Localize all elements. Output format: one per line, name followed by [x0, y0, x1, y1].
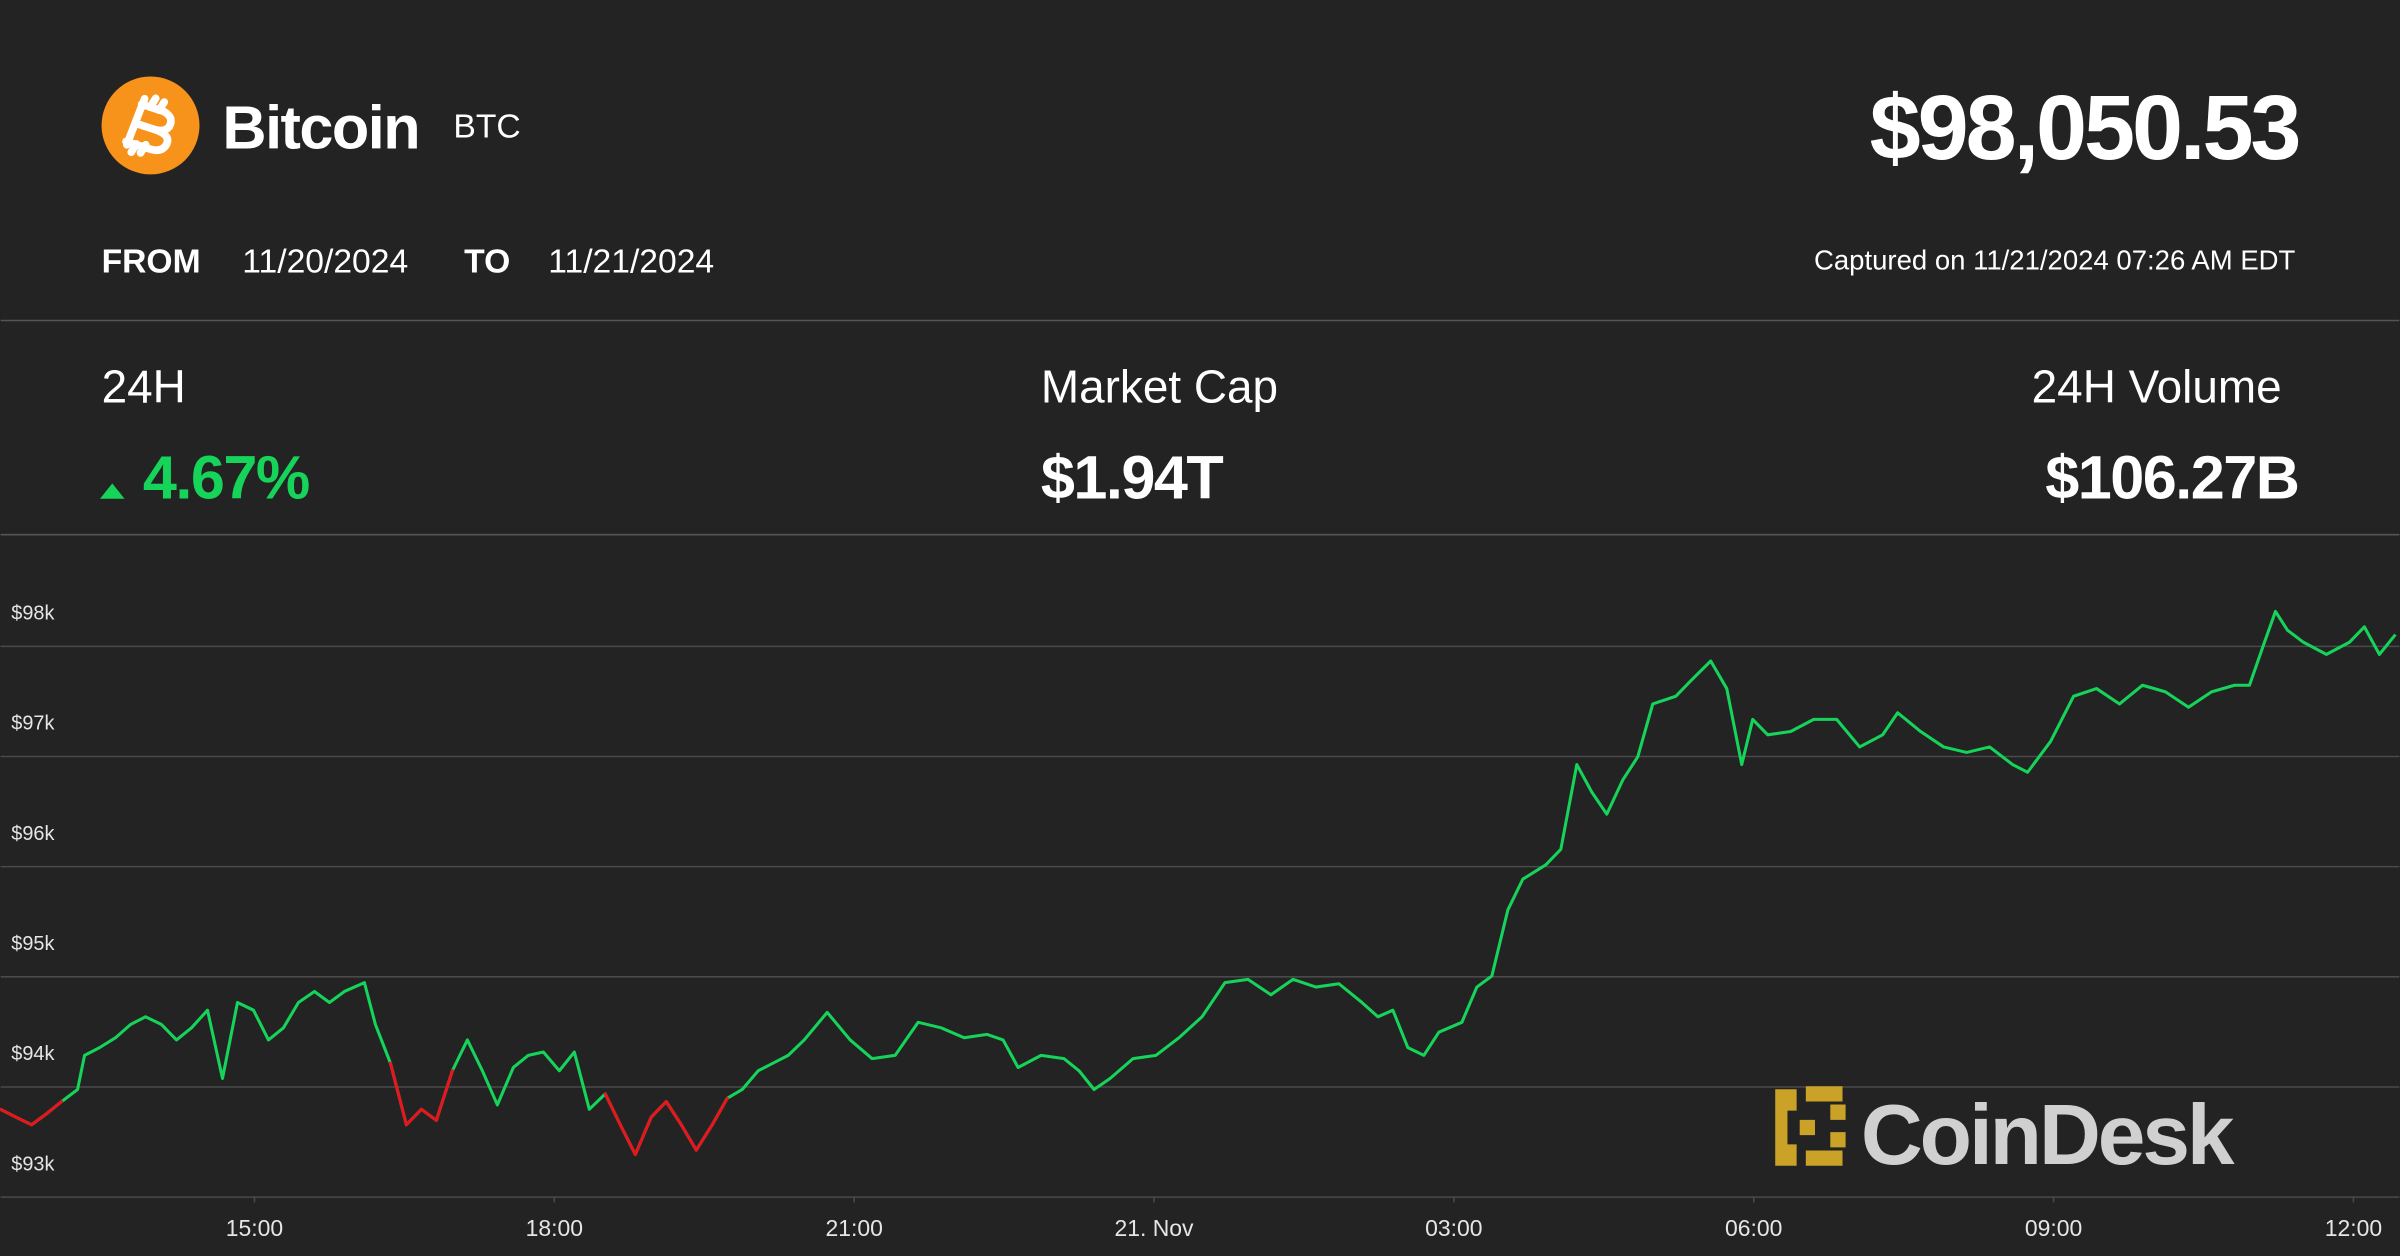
price-line-down: [679, 1123, 698, 1152]
y-tick-label: $98k: [11, 603, 54, 625]
price-line-down: [419, 1107, 438, 1122]
stat-label: 24H: [102, 360, 186, 412]
stat-label: Market Cap: [1041, 360, 1278, 412]
y-tick-label: $96k: [11, 823, 54, 845]
y-tick-label: $94k: [11, 1043, 54, 1065]
from-label: FROM: [102, 243, 201, 280]
price-line-down: [14, 1115, 34, 1127]
brand-logo: CoinDesk: [1775, 1086, 2238, 1183]
price-line-down: [633, 1115, 653, 1157]
brand-name: CoinDesk: [1861, 1087, 2235, 1183]
x-tick-label: 03:00: [1425, 1215, 1482, 1241]
coin-name: Bitcoin: [222, 93, 419, 161]
price-line-down: [404, 1107, 423, 1127]
grid: $93k $94k $95k $96k $97k $98k 15:00 18:00 21:00 2…: [0, 603, 2400, 1241]
from-date: 11/20/2024: [242, 243, 408, 280]
x-tick-label: 09:00: [2025, 1215, 2082, 1241]
x-tick-label: 15:00: [226, 1215, 283, 1241]
price-line-down: [434, 1069, 454, 1122]
stat-value: 4.67%: [143, 444, 309, 512]
stat-value: $106.27B: [2045, 444, 2298, 512]
to-label: TO: [464, 243, 510, 280]
price-line-down: [664, 1100, 683, 1127]
x-tick-label: 18:00: [526, 1215, 583, 1241]
stat-label: 24H Volume: [2032, 360, 2282, 412]
x-tick-label: 21. Nov: [1114, 1215, 1194, 1241]
brand-icon: [1775, 1086, 1846, 1166]
coin-symbol: BTC: [453, 109, 520, 146]
captured: Captured on 11/21/2024 07:26 AM EDT: [1814, 244, 2296, 275]
price-line-down: [710, 1096, 729, 1127]
y-tick-label: $97k: [11, 713, 54, 735]
x-tick-label: 12:00: [2325, 1215, 2382, 1241]
stat-value: $1.94T: [1041, 444, 1223, 512]
icon-glyph: [122, 94, 175, 157]
price-line-down: [388, 1061, 408, 1127]
price-line-down: [649, 1100, 668, 1119]
price-line-down: [45, 1100, 64, 1116]
btc-icon: [101, 76, 200, 175]
price: $98,050.53: [1870, 77, 2299, 179]
price-line: [0, 609, 2397, 1157]
price-line-down: [618, 1123, 637, 1157]
price-line-down: [30, 1112, 49, 1127]
price-line-down: [0, 1107, 18, 1119]
price-line-down: [694, 1123, 714, 1152]
price-line-down: [603, 1092, 622, 1127]
y-tick-label: $93k: [11, 1153, 54, 1175]
plot: [0, 609, 2397, 1157]
x-tick-label: 06:00: [1725, 1215, 1782, 1241]
x-tick-label: 21:00: [825, 1215, 882, 1241]
to-date: 11/21/2024: [548, 243, 714, 280]
y-tick-label: $95k: [11, 933, 54, 955]
up-arrow: [100, 483, 125, 499]
